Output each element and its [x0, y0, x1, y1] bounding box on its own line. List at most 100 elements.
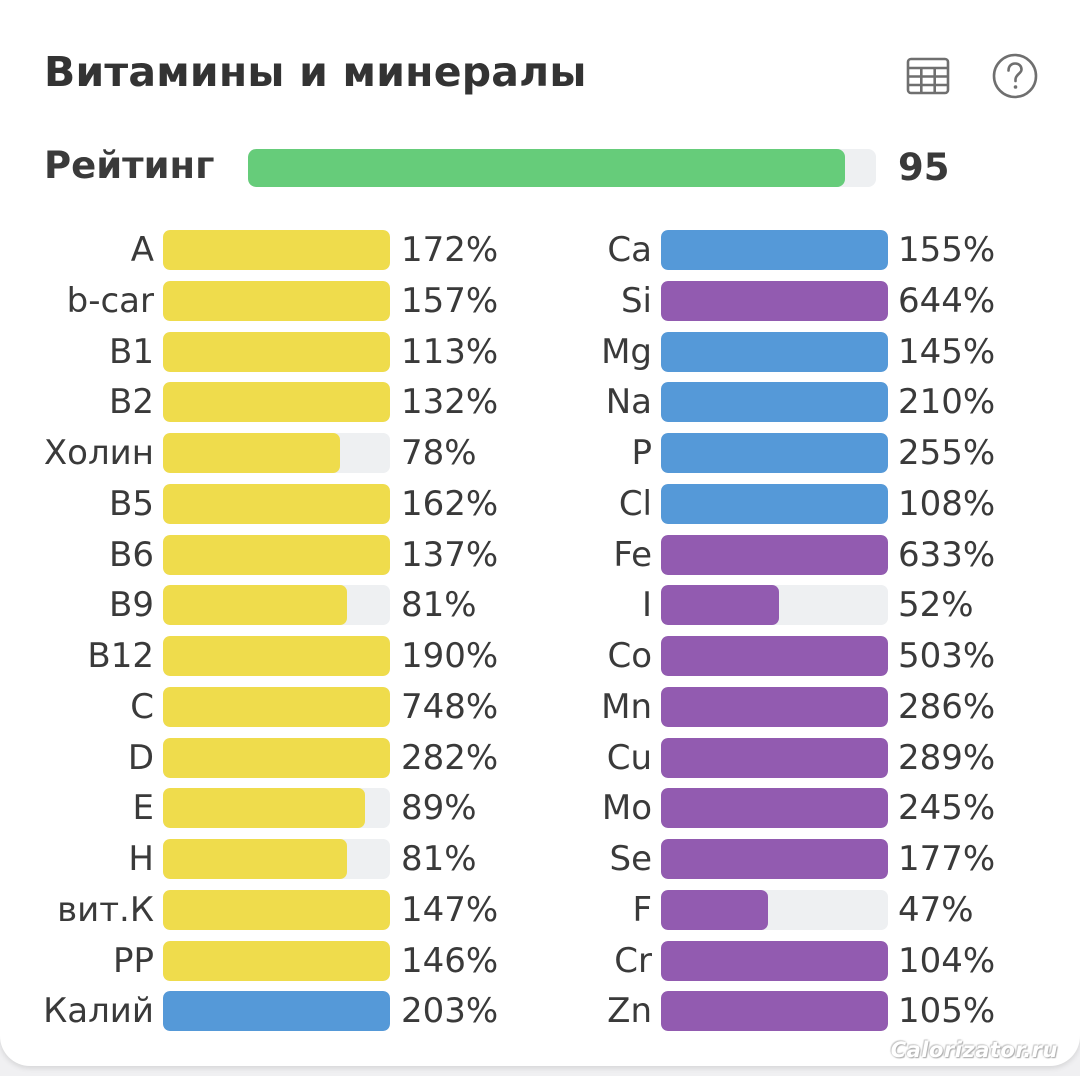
- nutrient-value: 210%: [898, 382, 996, 422]
- nutrient-bar-fill: [163, 839, 347, 879]
- nutrient-label: PP: [112, 941, 154, 981]
- nutrient-bar-fill: [661, 382, 888, 422]
- rating-value: 95: [898, 146, 950, 189]
- nutrient-bar: [661, 991, 888, 1031]
- nutrient-value: 132%: [401, 382, 499, 422]
- nutrient-label: Mg: [601, 332, 652, 372]
- nutrient-bar-fill: [661, 788, 888, 828]
- nutrient-bar: [661, 636, 888, 676]
- nutrient-bar-fill: [163, 636, 390, 676]
- nutrient-bar-fill: [661, 890, 768, 930]
- nutrient-value: 633%: [898, 535, 996, 575]
- nutrient-label: Se: [609, 839, 653, 879]
- nutrient-bar: [661, 941, 888, 981]
- nutrient-value: 162%: [401, 484, 499, 524]
- nutrient-label: Cl: [618, 484, 652, 524]
- nutrient-label: Холин: [43, 433, 154, 473]
- nutrient-label: Na: [605, 382, 652, 422]
- nutrient-label: Калий: [43, 991, 154, 1031]
- nutrient-bar-fill: [661, 332, 888, 372]
- nutrient-bar: [163, 687, 390, 727]
- nutrient-label: P: [631, 433, 652, 473]
- nutrient-label: Co: [607, 636, 652, 676]
- nutrient-bar-fill: [163, 332, 390, 372]
- nutrient-label: B1: [109, 332, 154, 372]
- watermark: Calorizator.ru: [890, 1038, 1058, 1062]
- nutrient-bar-fill: [163, 941, 390, 981]
- nutrient-value: 47%: [898, 890, 974, 930]
- card-title: Витамины и минералы: [44, 48, 587, 96]
- nutrient-value: 255%: [898, 433, 996, 473]
- nutrient-label: вит.К: [57, 890, 154, 930]
- nutrient-value: 155%: [898, 230, 996, 270]
- nutrient-value: 282%: [401, 738, 499, 778]
- nutrient-bar: [661, 585, 888, 625]
- nutrient-bar-fill: [163, 230, 390, 270]
- nutrient-label: Ca: [607, 230, 652, 270]
- nutrient-bar: [163, 281, 390, 321]
- nutrient-value: 748%: [401, 687, 499, 727]
- nutrient-label: H: [128, 839, 154, 879]
- nutrient-bar: [163, 484, 390, 524]
- nutrient-label: Zn: [607, 991, 652, 1031]
- nutrient-label: Si: [620, 281, 652, 321]
- nutrient-label: B5: [109, 484, 154, 524]
- nutrient-label: Mn: [601, 687, 652, 727]
- nutrient-label: B2: [109, 382, 154, 422]
- nutrient-label: Cr: [614, 941, 652, 981]
- nutrient-bar-fill: [163, 687, 390, 727]
- nutrient-value: 78%: [401, 433, 477, 473]
- nutrient-bar: [661, 281, 888, 321]
- nutrient-value: 147%: [401, 890, 499, 930]
- nutrient-bar: [661, 687, 888, 727]
- nutrient-value: 157%: [401, 281, 499, 321]
- nutrient-value: 289%: [898, 738, 996, 778]
- nutrient-bar: [661, 382, 888, 422]
- nutrient-label: Cu: [606, 738, 652, 778]
- nutrient-bar: [661, 839, 888, 879]
- nutrient-value: 108%: [898, 484, 996, 524]
- nutrient-bar: [163, 382, 390, 422]
- nutrient-value: 644%: [898, 281, 996, 321]
- rating-bar-fill: [248, 149, 845, 187]
- nutrient-value: 177%: [898, 839, 996, 879]
- nutrient-bar-fill: [163, 281, 390, 321]
- table-icon[interactable]: [904, 52, 952, 100]
- nutrient-bar: [163, 332, 390, 372]
- nutrient-value: 190%: [401, 636, 499, 676]
- nutrient-label: D: [127, 738, 154, 778]
- nutrient-bar-fill: [661, 281, 888, 321]
- nutrient-bar-fill: [661, 484, 888, 524]
- nutrient-bar: [163, 890, 390, 930]
- nutrient-value: 89%: [401, 788, 477, 828]
- nutrient-value: 137%: [401, 535, 499, 575]
- nutrient-label: A: [130, 230, 154, 270]
- nutrient-value: 203%: [401, 991, 499, 1031]
- nutrient-bar-fill: [163, 788, 366, 828]
- nutrient-bar-fill: [661, 230, 888, 270]
- nutrient-bar-fill: [661, 941, 888, 981]
- nutrient-value: 172%: [401, 230, 499, 270]
- nutrient-bar-fill: [163, 991, 390, 1031]
- nutrient-value: 113%: [401, 332, 499, 372]
- nutrient-bar: [163, 636, 390, 676]
- nutrient-value: 245%: [898, 788, 996, 828]
- nutrient-bar: [163, 991, 390, 1031]
- help-circle-icon[interactable]: [991, 52, 1039, 100]
- nutrient-bar: [661, 484, 888, 524]
- nutrient-bar-fill: [661, 839, 888, 879]
- nutrient-value: 105%: [898, 991, 996, 1031]
- nutrient-value: 104%: [898, 941, 996, 981]
- nutrient-bar: [163, 788, 390, 828]
- nutrient-bar: [163, 535, 390, 575]
- nutrient-value: 81%: [401, 839, 477, 879]
- nutrient-bar: [661, 890, 888, 930]
- nutrient-label: b-car: [66, 281, 154, 321]
- rating-label: Рейтинг: [44, 144, 215, 187]
- nutrient-bar: [163, 585, 390, 625]
- nutrient-bar: [661, 230, 888, 270]
- nutrient-bar: [661, 738, 888, 778]
- nutrient-bar-fill: [163, 382, 390, 422]
- nutrient-label: C: [130, 687, 154, 727]
- nutrient-value: 81%: [401, 585, 477, 625]
